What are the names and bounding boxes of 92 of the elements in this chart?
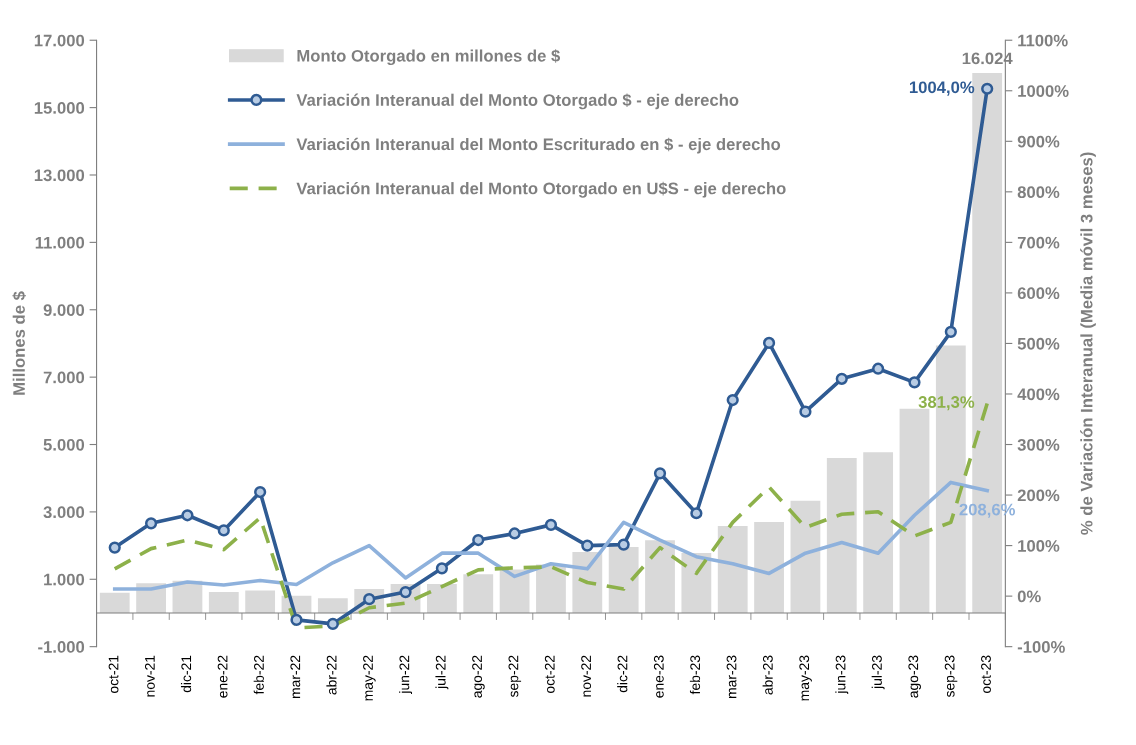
x-tick-label: may-22 — [363, 655, 376, 701]
data-label: 1004,0% — [909, 81, 975, 96]
x-tick-label: jul-22 — [435, 655, 449, 690]
x-tick-label: abr-23 — [762, 655, 773, 695]
x-tick-label: ago-22 — [472, 655, 485, 698]
x-tick-label: ago-23 — [908, 655, 921, 698]
y-axis-title: Millones de $ — [12, 291, 27, 395]
bar — [463, 574, 494, 613]
y2-tick-label: 500% — [1017, 337, 1060, 350]
point — [799, 405, 812, 418]
y2-tick-label: 1100% — [1018, 34, 1068, 47]
point — [581, 539, 594, 552]
bar — [317, 598, 348, 613]
legend-label: Variación Interanual del Monto Otorgado en U$S - eje derecho — [296, 181, 786, 198]
point — [944, 325, 957, 338]
y2-tick-label: 300% — [1017, 438, 1060, 451]
bar — [754, 522, 784, 613]
y2-axis-title: % de Variación Interanual (Media móvil 3 meses) — [1080, 152, 1096, 535]
bar — [427, 584, 457, 613]
bar — [717, 526, 748, 613]
bar — [99, 592, 130, 613]
y2-tick-label: 1000% — [1018, 85, 1069, 97]
x-tick-label: mar-22 — [290, 655, 301, 699]
y2-tick-label: 800% — [1017, 186, 1060, 199]
bar — [608, 546, 639, 613]
x-tick-label: sep-22 — [508, 655, 522, 698]
y2-tick-label: 900% — [1017, 135, 1060, 148]
x-tick-label: nov-21 — [144, 655, 155, 697]
y2-tick-label: 200% — [1017, 489, 1060, 502]
x-tick-label: jun-23 — [835, 655, 849, 694]
bar — [790, 500, 821, 613]
point — [653, 467, 667, 480]
y2-tick-label: 400% — [1017, 388, 1060, 401]
point — [908, 376, 921, 389]
point — [144, 517, 158, 530]
point — [835, 372, 848, 385]
x-tick-label: sep-23 — [944, 655, 958, 698]
point — [472, 533, 485, 547]
y2-tick-label: 0% — [1017, 590, 1041, 603]
point — [254, 485, 267, 499]
point — [508, 527, 521, 540]
x-tick-label: oct-22 — [544, 655, 555, 694]
x-tick-label: nov-22 — [581, 655, 592, 697]
x-tick-label: ene-22 — [217, 655, 228, 698]
bar — [208, 592, 239, 613]
bar — [863, 452, 894, 613]
y-tick-label: 7.000 — [43, 371, 85, 384]
legend-label: Variación Interanual del Monto Otorgado $ - eje derecho — [296, 93, 739, 110]
y2-tick-label: 100% — [1018, 539, 1060, 552]
x-tick-label: ene-23 — [653, 655, 664, 698]
point — [690, 507, 703, 520]
y-tick-label: -1.000 — [38, 641, 85, 653]
y2-tick-label: 600% — [1017, 287, 1060, 300]
x-tick-label: dic-21 — [180, 655, 192, 693]
data-label: 381,3% — [918, 396, 975, 411]
y-tick-label: 3.000 — [43, 506, 85, 519]
x-tick-label: jul-23 — [871, 655, 885, 690]
point — [326, 617, 339, 631]
x-tick-label: feb-23 — [689, 655, 701, 695]
y2-tick-label: -100% — [1017, 641, 1065, 653]
x-tick-label: may-23 — [799, 655, 812, 701]
point — [981, 82, 994, 95]
y-tick-label: 9.000 — [43, 304, 85, 316]
bar — [245, 590, 276, 613]
x-tick-label: dic-22 — [617, 655, 628, 693]
y-tick-label: 1.000 — [44, 573, 85, 586]
y-tick-label: 17.000 — [34, 34, 85, 47]
x-tick-label: oct-23 — [981, 655, 991, 694]
y-tick-label: 13.000 — [34, 169, 85, 182]
bar — [645, 540, 675, 613]
point — [290, 613, 303, 626]
legend-label: Monto Otorgado en millones de $ — [297, 49, 561, 66]
y2-tick-label: 700% — [1017, 236, 1060, 249]
y-tick-label: 5.000 — [43, 438, 85, 451]
point — [217, 524, 230, 537]
point — [544, 518, 558, 531]
legend-label: Variación Interanual del Monto Escriturado en $ - eje derecho — [296, 137, 781, 154]
point — [108, 541, 121, 554]
y-tick-label: 15.000 — [34, 102, 85, 114]
point — [435, 562, 449, 575]
y-tick-label: 11.000 — [35, 236, 85, 249]
point — [726, 393, 739, 407]
point — [617, 538, 630, 551]
x-tick-label: feb-22 — [253, 655, 264, 695]
x-tick-label: mar-23 — [726, 655, 737, 699]
point — [181, 509, 194, 522]
x-tick-label: jun-22 — [399, 655, 413, 694]
point — [762, 336, 776, 350]
x-tick-label: oct-21 — [108, 655, 119, 694]
bar — [826, 457, 857, 613]
point — [872, 362, 885, 375]
x-tick-label: abr-22 — [326, 655, 337, 695]
